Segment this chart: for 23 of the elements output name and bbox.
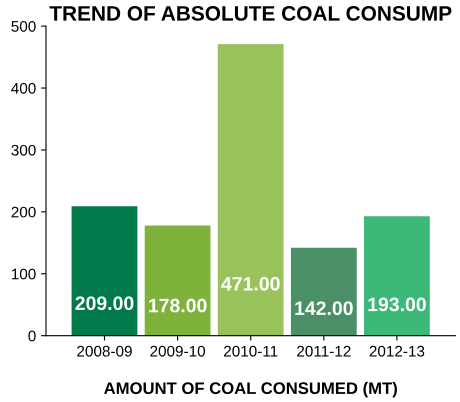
x-axis-title: AMOUNT OF COAL CONSUMED (MT) [104, 382, 397, 398]
chart-title: TREND OF ABSOLUTE COAL CONSUMP [50, 6, 452, 21]
bar [72, 206, 138, 336]
bar [144, 225, 210, 336]
bar [364, 216, 430, 336]
bar [218, 44, 284, 336]
y-tick-label: 500 [11, 21, 36, 32]
data-label: 471.00 [221, 276, 280, 291]
x-tick-label: 2009-10 [150, 346, 206, 357]
y-tick-label: 300 [11, 144, 36, 156]
data-label: 178.00 [149, 298, 207, 312]
y-tick-label: 200 [12, 206, 36, 218]
x-tick-label: 2010-11 [224, 346, 278, 357]
bar [290, 248, 357, 336]
y-tick-label: 0 [28, 330, 36, 342]
x-tick-label: 2008-09 [77, 346, 132, 357]
y-tick-label: 100 [12, 268, 36, 280]
x-tick-label: 2011-12 [297, 346, 351, 357]
y-tick-label: 400 [11, 82, 36, 94]
data-label: 193.00 [368, 298, 426, 312]
data-label: 142.00 [295, 301, 353, 316]
x-tick-label: 2012-13 [370, 346, 424, 357]
data-label: 209.00 [75, 296, 134, 310]
